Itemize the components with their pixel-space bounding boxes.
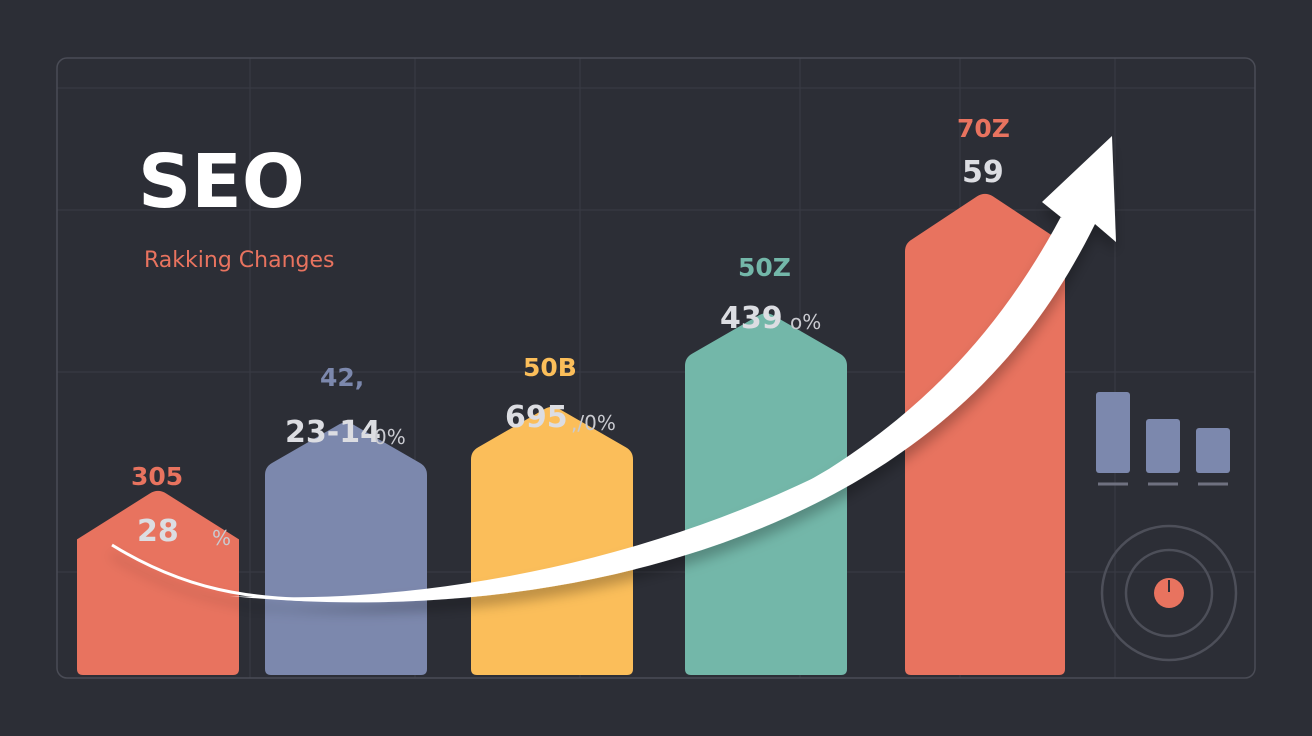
panel-border — [56, 57, 1256, 679]
gauge-icon — [1100, 524, 1238, 662]
unit-label-4: o% — [790, 310, 821, 334]
gauge-inner-ring — [1124, 548, 1214, 638]
value-label-5: 59 — [962, 155, 1004, 190]
mini-bar-2 — [1146, 419, 1180, 473]
gauge-dot — [1154, 578, 1184, 608]
unit-label-1: % — [212, 526, 231, 550]
category-label-5: 70Z — [957, 114, 1010, 143]
category-label-3: 50B — [523, 353, 577, 382]
value-label-4: 439 — [720, 301, 783, 336]
bars — [77, 193, 1065, 675]
value-label-2: 23-14 — [285, 415, 381, 450]
chart-title: SEO — [138, 139, 305, 225]
category-label-4: 50Z — [738, 253, 791, 282]
category-label-2: 42, — [320, 363, 364, 392]
unit-label-3: ,/0% — [571, 411, 616, 435]
chart-subtitle: Rakking Changes — [144, 248, 334, 273]
value-label-1: 28 — [137, 514, 179, 549]
mini-bar-1 — [1096, 392, 1130, 473]
mini-bar-3 — [1196, 428, 1230, 473]
category-label-1: 305 — [131, 462, 183, 491]
gauge-outer-ring — [1100, 524, 1238, 662]
bar-1 — [77, 490, 239, 675]
unit-label-2: 0% — [374, 425, 406, 449]
bar-2 — [265, 422, 427, 675]
value-label-3: 695 — [505, 400, 568, 435]
bar-4 — [685, 313, 847, 675]
bar-3 — [471, 406, 633, 675]
mini-bar-chart-icon — [1096, 392, 1230, 486]
trend-arrow-icon — [111, 136, 1116, 603]
data-labels: 305 42, 50B 50Z 70Z 28 23-14 695 439 59% 0% ,/0% o% — [131, 114, 1010, 550]
